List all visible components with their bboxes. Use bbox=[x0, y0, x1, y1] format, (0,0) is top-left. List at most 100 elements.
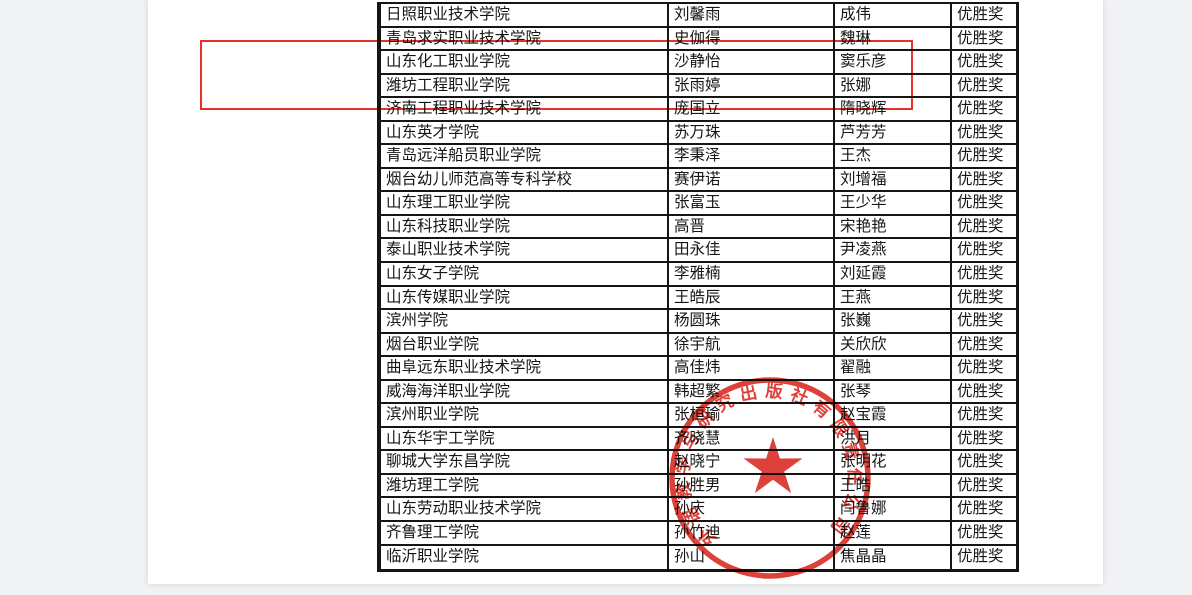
document-page: 日照职业技术学院 刘馨雨 成伟 优胜奖 青岛求实职业技术学院 史伽得 魏琳 优胜奖 山东化工职业… bbox=[148, 0, 1103, 584]
table-row: 泰山职业技术学院 田永佳 尹凌燕 优胜奖 bbox=[381, 239, 1016, 264]
participant-cell: 史伽得 bbox=[669, 27, 835, 52]
table-row: 潍坊理工学院 孙胜男 王皓 优胜奖 bbox=[381, 474, 1016, 499]
instructor-cell: 闫鲁娜 bbox=[835, 498, 952, 523]
participant-cell: 张桓瑜 bbox=[669, 404, 835, 428]
participant-cell: 徐宇航 bbox=[669, 333, 835, 358]
instructor-cell: 洪月 bbox=[835, 427, 952, 452]
instructor-cell: 张明花 bbox=[835, 451, 952, 475]
instructor-cell: 隋晓辉 bbox=[835, 98, 952, 122]
instructor-cell: 刘增福 bbox=[835, 168, 952, 193]
table-row: 济南工程职业技术学院 庞国立 隋晓辉 优胜奖 bbox=[381, 98, 1016, 122]
participant-cell: 孙庆 bbox=[669, 498, 835, 523]
school-cell: 日照职业技术学院 bbox=[381, 4, 669, 28]
table-row: 日照职业技术学院 刘馨雨 成伟 优胜奖 bbox=[381, 4, 1016, 28]
school-cell: 山东化工职业学院 bbox=[381, 51, 669, 75]
instructor-cell: 关欣欣 bbox=[835, 333, 952, 358]
instructor-cell: 张娜 bbox=[835, 74, 952, 99]
participant-cell: 高晋 bbox=[669, 215, 835, 240]
award-cell: 优胜奖 bbox=[952, 169, 1016, 193]
participant-cell: 杨圆珠 bbox=[669, 310, 835, 334]
school-cell: 潍坊工程职业学院 bbox=[381, 74, 669, 99]
school-cell: 滨州学院 bbox=[381, 310, 669, 334]
school-cell: 山东劳动职业技术学院 bbox=[381, 498, 669, 523]
award-cell: 优胜奖 bbox=[952, 404, 1016, 428]
award-cell: 优胜奖 bbox=[952, 263, 1016, 287]
award-cell: 优胜奖 bbox=[952, 239, 1016, 264]
school-cell: 山东传媒职业学院 bbox=[381, 286, 669, 311]
participant-cell: 张富玉 bbox=[669, 192, 835, 216]
instructor-cell: 尹凌燕 bbox=[835, 239, 952, 264]
instructor-cell: 芦芳芳 bbox=[835, 121, 952, 146]
participant-cell: 孙山 bbox=[669, 545, 835, 570]
school-cell: 威海海洋职业学院 bbox=[381, 380, 669, 405]
instructor-cell: 张巍 bbox=[835, 310, 952, 334]
table-row: 滨州职业学院 张桓瑜 赵宝霞 优胜奖 bbox=[381, 404, 1016, 428]
instructor-cell: 魏琳 bbox=[835, 27, 952, 52]
school-cell: 山东科技职业学院 bbox=[381, 215, 669, 240]
instructor-cell: 王燕 bbox=[835, 286, 952, 311]
award-cell: 优胜奖 bbox=[952, 192, 1016, 216]
participant-cell: 刘馨雨 bbox=[669, 4, 835, 28]
participant-cell: 韩超繁 bbox=[669, 380, 835, 405]
instructor-cell: 翟融 bbox=[835, 357, 952, 381]
table-row: 青岛远洋船员职业学院 李秉泽 王杰 优胜奖 bbox=[381, 145, 1016, 169]
instructor-cell: 张琴 bbox=[835, 380, 952, 405]
school-cell: 青岛远洋船员职业学院 bbox=[381, 145, 669, 169]
table-row: 山东女子学院 李雅楠 刘延霞 优胜奖 bbox=[381, 263, 1016, 287]
participant-cell: 高佳炜 bbox=[669, 357, 835, 381]
instructor-cell: 赵宝霞 bbox=[835, 404, 952, 428]
school-cell: 烟台幼儿师范高等专科学校 bbox=[381, 168, 669, 193]
table-row: 山东科技职业学院 高晋 宋艳艳 优胜奖 bbox=[381, 215, 1016, 240]
instructor-cell: 窦乐彦 bbox=[835, 51, 952, 75]
instructor-cell: 赵莲 bbox=[835, 522, 952, 546]
table-row: 山东理工职业学院 张富玉 王少华 优胜奖 bbox=[381, 192, 1016, 216]
school-cell: 泰山职业技术学院 bbox=[381, 239, 669, 264]
table-row: 曲阜远东职业技术学院 高佳炜 翟融 优胜奖 bbox=[381, 357, 1016, 381]
award-cell: 优胜奖 bbox=[952, 75, 1016, 99]
award-cell: 优胜奖 bbox=[952, 334, 1016, 358]
award-cell: 优胜奖 bbox=[952, 287, 1016, 311]
award-cell: 优胜奖 bbox=[952, 310, 1016, 334]
participant-cell: 赛伊诺 bbox=[669, 168, 835, 193]
instructor-cell: 王杰 bbox=[835, 145, 952, 169]
participant-cell: 张雨婷 bbox=[669, 74, 835, 99]
participant-cell: 齐晓慧 bbox=[669, 427, 835, 452]
table-row: 山东华宇工学院 齐晓慧 洪月 优胜奖 bbox=[381, 427, 1016, 452]
table-row: 青岛求实职业技术学院 史伽得 魏琳 优胜奖 bbox=[381, 27, 1016, 52]
school-cell: 曲阜远东职业技术学院 bbox=[381, 357, 669, 381]
participant-cell: 李雅楠 bbox=[669, 263, 835, 287]
school-cell: 山东华宇工学院 bbox=[381, 427, 669, 452]
instructor-cell: 王皓 bbox=[835, 474, 952, 499]
table-row: 潍坊工程职业学院 张雨婷 张娜 优胜奖 bbox=[381, 74, 1016, 99]
table-row: 齐鲁理工学院 孙竹迪 赵莲 优胜奖 bbox=[381, 522, 1016, 546]
school-cell: 临沂职业学院 bbox=[381, 545, 669, 570]
school-cell: 青岛求实职业技术学院 bbox=[381, 27, 669, 52]
instructor-cell: 王少华 bbox=[835, 192, 952, 216]
awards-table: 日照职业技术学院 刘馨雨 成伟 优胜奖 青岛求实职业技术学院 史伽得 魏琳 优胜奖 山东化工职业… bbox=[377, 2, 1019, 573]
award-cell: 优胜奖 bbox=[952, 522, 1016, 546]
participant-cell: 李秉泽 bbox=[669, 145, 835, 169]
participant-cell: 庞国立 bbox=[669, 98, 835, 122]
participant-cell: 孙竹迪 bbox=[669, 522, 835, 546]
award-cell: 优胜奖 bbox=[952, 98, 1016, 122]
participant-cell: 王皓辰 bbox=[669, 286, 835, 311]
award-cell: 优胜奖 bbox=[952, 428, 1016, 452]
award-cell: 优胜奖 bbox=[952, 145, 1016, 169]
table-row: 聊城大学东昌学院 赵晓宁 张明花 优胜奖 bbox=[381, 451, 1016, 475]
participant-cell: 田永佳 bbox=[669, 239, 835, 264]
award-cell: 优胜奖 bbox=[952, 498, 1016, 523]
table-row: 滨州学院 杨圆珠 张巍 优胜奖 bbox=[381, 310, 1016, 334]
school-cell: 济南工程职业技术学院 bbox=[381, 98, 669, 122]
school-cell: 滨州职业学院 bbox=[381, 404, 669, 428]
table-row: 烟台幼儿师范高等专科学校 赛伊诺 刘增福 优胜奖 bbox=[381, 168, 1016, 193]
award-cell: 优胜奖 bbox=[952, 122, 1016, 146]
table-row: 山东英才学院 苏万珠 芦芳芳 优胜奖 bbox=[381, 121, 1016, 146]
table-row: 山东化工职业学院 沙静怡 窦乐彦 优胜奖 bbox=[381, 51, 1016, 75]
participant-cell: 赵晓宁 bbox=[669, 451, 835, 475]
table-row: 威海海洋职业学院 韩超繁 张琴 优胜奖 bbox=[381, 380, 1016, 405]
instructor-cell: 焦晶晶 bbox=[835, 545, 952, 570]
instructor-cell: 宋艳艳 bbox=[835, 215, 952, 240]
school-cell: 山东理工职业学院 bbox=[381, 192, 669, 216]
school-cell: 齐鲁理工学院 bbox=[381, 522, 669, 546]
